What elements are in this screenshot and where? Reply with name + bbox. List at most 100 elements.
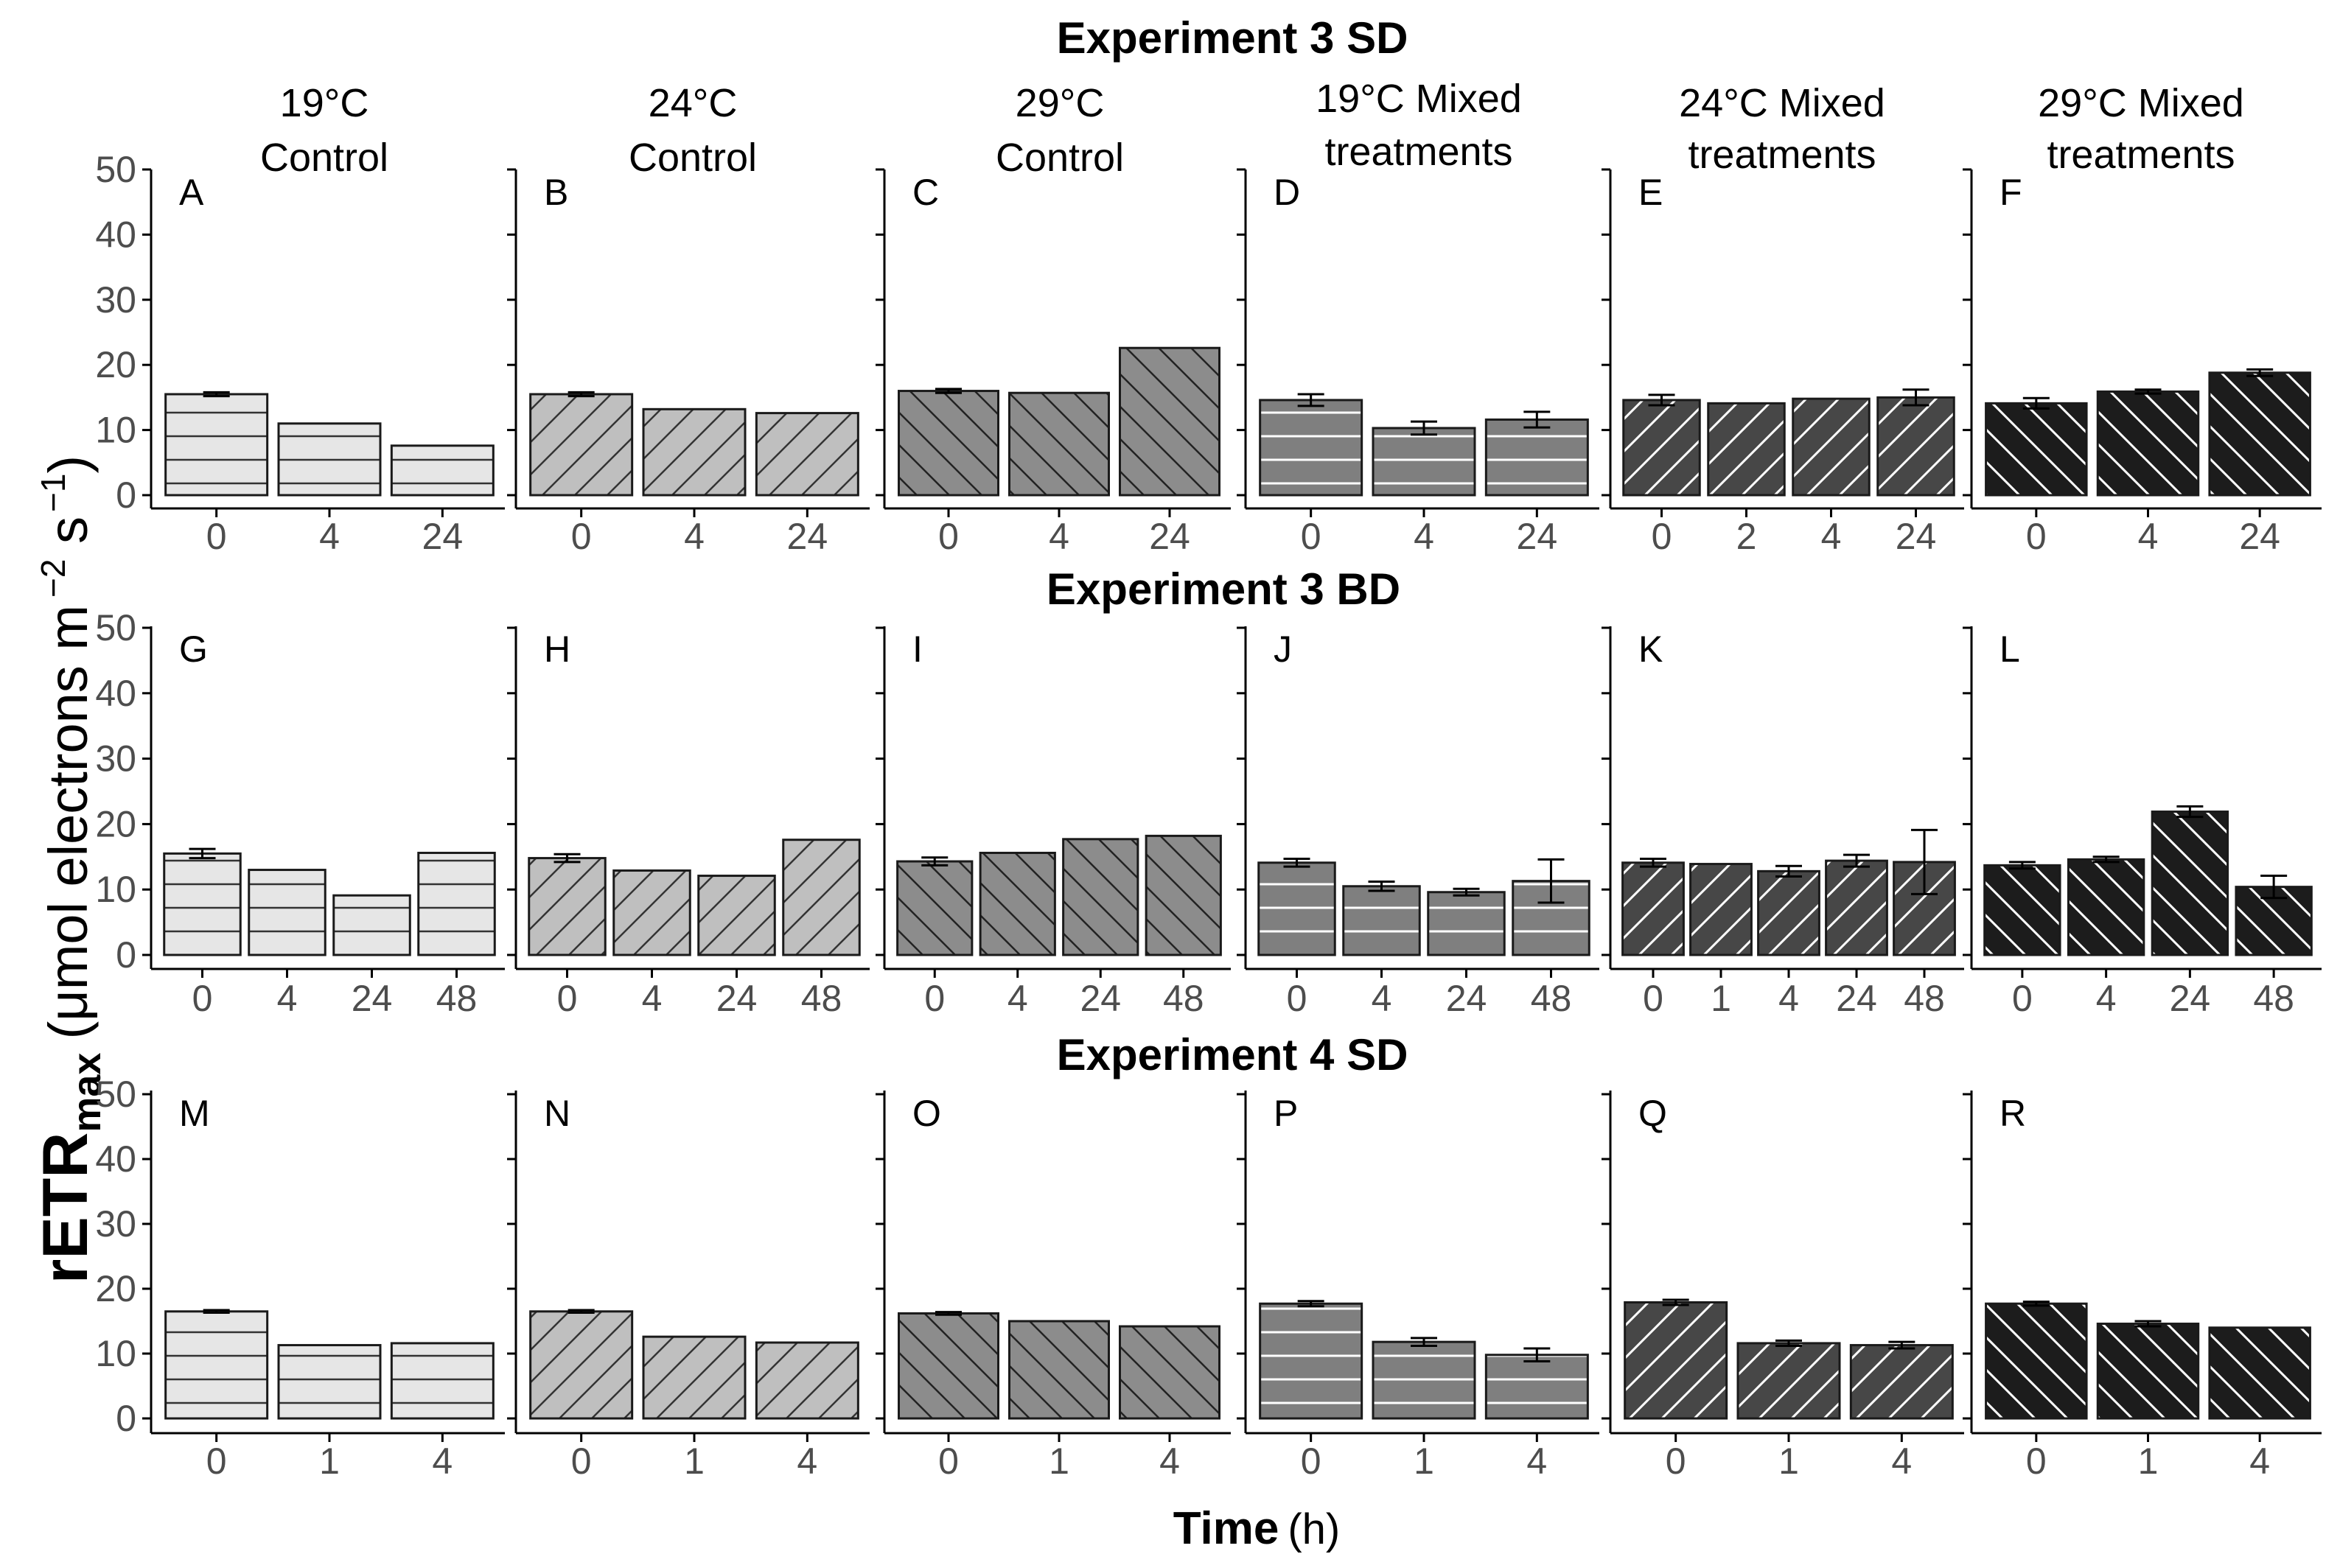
bar-outline bbox=[697, 875, 776, 956]
bar-outline bbox=[1062, 838, 1139, 956]
y-axis-label-mid: s bbox=[38, 517, 99, 559]
panel-E: 0 2 4 24E bbox=[1602, 168, 1964, 557]
panel-O: 0 1 4 O bbox=[876, 1091, 1231, 1482]
y-tick-label: 40 bbox=[95, 673, 136, 714]
x-tick-label: 0 bbox=[1643, 978, 1663, 1019]
panel-letter: P bbox=[1274, 1093, 1298, 1134]
bar-outline bbox=[1707, 402, 1786, 497]
bar-outline bbox=[1119, 346, 1220, 497]
bar bbox=[1738, 1343, 1840, 1418]
bar bbox=[2098, 391, 2198, 495]
bar bbox=[2068, 859, 2144, 955]
bar-outline bbox=[390, 444, 495, 497]
x-tick-label: 48 bbox=[1904, 978, 1945, 1019]
bar bbox=[643, 1337, 745, 1418]
x-tick-label: 48 bbox=[2253, 978, 2294, 1019]
col-title-1-line2: Control bbox=[260, 136, 388, 180]
y-tick-label: 10 bbox=[95, 1333, 136, 1374]
x-tick-label: 1 bbox=[2138, 1441, 2159, 1482]
bar bbox=[2209, 1327, 2311, 1418]
x-tick-label: 4 bbox=[1821, 516, 1842, 557]
bar-outline bbox=[1119, 1325, 1220, 1420]
x-axis-label: Time (h) bbox=[1173, 1503, 1340, 1554]
bar bbox=[1984, 865, 2061, 955]
panel-letter: E bbox=[1638, 172, 1663, 213]
x-tick-label: 1 bbox=[319, 1441, 340, 1482]
col-title-2-line1: 24°C bbox=[649, 81, 738, 125]
y-axis-label-exp2: −1 bbox=[34, 474, 72, 512]
bar bbox=[279, 1345, 380, 1418]
y-tick-label: 0 bbox=[116, 1398, 136, 1439]
bar bbox=[1690, 864, 1752, 955]
col-title-3-line1: 29°C bbox=[1016, 81, 1105, 125]
bar-outline bbox=[1145, 834, 1222, 956]
x-tick-label: 4 bbox=[1778, 978, 1799, 1019]
y-axis-label: rETRmax (μmol electrons m −2 s −1) bbox=[30, 455, 109, 1284]
row-title-exp4-sd: Experiment 4 SD bbox=[1057, 1030, 1408, 1079]
x-tick-label: 4 bbox=[1159, 1441, 1180, 1482]
x-tick-label: 0 bbox=[206, 516, 227, 557]
bar bbox=[333, 895, 411, 955]
y-tick-label: 10 bbox=[95, 869, 136, 910]
svg-text:rETRmax(μmol electrons m−2 s−1: rETRmax (μmol electrons m −2 s −1) bbox=[30, 455, 109, 1284]
bar bbox=[643, 409, 745, 495]
panel-letter: M bbox=[179, 1093, 210, 1134]
y-tick-label: 30 bbox=[95, 1203, 136, 1245]
bar bbox=[1373, 1342, 1475, 1418]
x-tick-label: 4 bbox=[1007, 978, 1028, 1019]
panel-M: 0 10 20 30 40 50 0 1 4 M bbox=[95, 1074, 505, 1482]
panel-D: 0 4 24 D bbox=[1237, 168, 1599, 557]
x-tick-label: 4 bbox=[1414, 516, 1434, 557]
x-tick-label: 4 bbox=[1049, 516, 1069, 557]
x-tick-label: 1 bbox=[1711, 978, 1731, 1019]
panel-K: 0 1 4 24 48 K bbox=[1602, 626, 1964, 1019]
y-tick-label: 0 bbox=[116, 934, 136, 976]
x-tick-label: 24 bbox=[1836, 978, 1877, 1019]
bar bbox=[1624, 1302, 1727, 1418]
panel-L: 0 4 24 48 L bbox=[1963, 626, 2322, 1019]
panel-letter: O bbox=[912, 1093, 941, 1134]
x-tick-label: 0 bbox=[206, 1441, 227, 1482]
bar bbox=[898, 391, 999, 495]
x-tick-label: 48 bbox=[1163, 978, 1204, 1019]
x-tick-label: 0 bbox=[2012, 978, 2033, 1019]
bar-outline bbox=[642, 1335, 747, 1420]
col-title-3-line2: Control bbox=[996, 136, 1124, 180]
bar-outline bbox=[755, 412, 859, 497]
panel-N: 0 1 4 N bbox=[507, 1091, 870, 1482]
col-title-5-line1: 24°C Mixed bbox=[1679, 81, 1885, 125]
panel-I: 0 4 24 48 I bbox=[876, 626, 1231, 1019]
panel-C: 0 4 24 C bbox=[876, 168, 1231, 557]
y-axis-label-exp1: −2 bbox=[34, 559, 72, 598]
y-tick-label: 0 bbox=[116, 475, 136, 516]
row-title-exp3-bd: Experiment 3 BD bbox=[1047, 564, 1400, 614]
x-tick-label: 2 bbox=[1736, 516, 1757, 557]
bar bbox=[164, 853, 241, 955]
panel-letter: J bbox=[1274, 629, 1292, 670]
x-tick-label: 0 bbox=[1652, 516, 1672, 557]
x-tick-label: 4 bbox=[684, 516, 705, 557]
panel-letter: N bbox=[544, 1093, 570, 1134]
col-title-2-line2: Control bbox=[629, 136, 757, 180]
panel-A: 0 10 20 30 40 50 0 4 24 A bbox=[95, 149, 505, 557]
y-axis-label-main: rETR bbox=[30, 1133, 101, 1284]
x-tick-label: 1 bbox=[684, 1441, 705, 1482]
x-tick-label: 24 bbox=[1896, 516, 1937, 557]
x-tick-label: 0 bbox=[1287, 978, 1307, 1019]
bar bbox=[1258, 862, 1335, 955]
y-tick-label: 50 bbox=[95, 149, 136, 190]
y-axis-label-close: ) bbox=[38, 455, 99, 474]
x-tick-label: 24 bbox=[2239, 516, 2280, 557]
bar-outline bbox=[782, 839, 861, 956]
panel-G: 0 10 20 30 40 50 0 4 24 48 G bbox=[95, 607, 505, 1019]
bar bbox=[1486, 1354, 1588, 1418]
x-tick-label: 24 bbox=[787, 516, 828, 557]
bar bbox=[2209, 372, 2311, 495]
panel-J: 0 4 24 48 J bbox=[1237, 626, 1599, 1019]
panel-letter: K bbox=[1638, 629, 1663, 670]
x-tick-label: 24 bbox=[2170, 978, 2211, 1019]
panel-letter: R bbox=[2000, 1093, 2026, 1134]
y-tick-label: 50 bbox=[95, 607, 136, 648]
bar bbox=[2098, 1323, 2198, 1418]
